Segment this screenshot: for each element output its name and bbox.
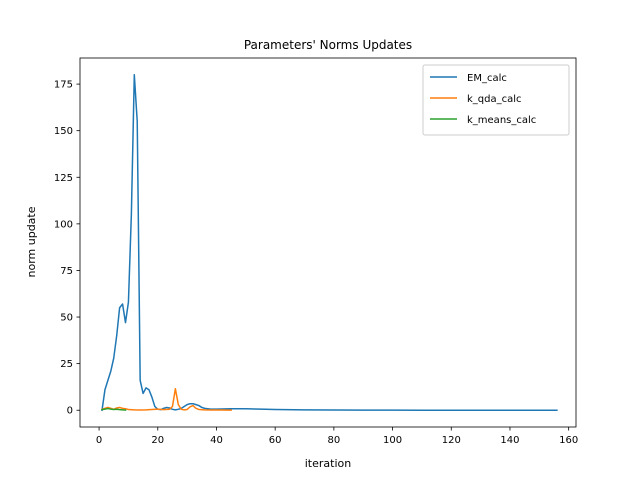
series-line-k-qda-calc xyxy=(101,388,232,411)
x-tick-label: 40 xyxy=(210,435,223,446)
legend-entry-label: k_qda_calc xyxy=(467,94,522,105)
x-tick-label: 0 xyxy=(96,435,102,446)
chart-title: Parameters' Norms Updates xyxy=(244,38,412,52)
legend-entry-label: k_means_calc xyxy=(467,115,536,126)
legend-box xyxy=(422,64,570,136)
axes-frame xyxy=(79,57,577,428)
legend-entry-label: EM_calc xyxy=(467,73,507,84)
plot-area: 0 20 40 60 80 100 120 140 160 0 25 50 75 100 125 150 175 xyxy=(54,57,578,446)
x-tick-label: 80 xyxy=(328,435,341,446)
y-tick-label: 25 xyxy=(60,359,73,370)
x-tick-label: 160 xyxy=(559,435,578,446)
y-tick-label: 50 xyxy=(60,313,73,324)
x-tick-label: 120 xyxy=(442,435,461,446)
x-tick-label: 140 xyxy=(500,435,519,446)
x-tick-label: 60 xyxy=(269,435,282,446)
series-line-em-calc xyxy=(101,74,558,412)
y-tick-label: 75 xyxy=(60,266,73,277)
series-line-k-means-calc xyxy=(101,407,127,411)
y-tick-label: 175 xyxy=(54,80,73,91)
y-tick-label: 125 xyxy=(54,173,73,184)
y-axis-label: norm update xyxy=(25,206,38,277)
y-tick-label: 100 xyxy=(54,219,73,230)
y-tick-label: 150 xyxy=(54,126,73,137)
x-tick-label: 20 xyxy=(151,435,164,446)
legend: EM_calc k_qda_calc k_means_calc xyxy=(422,64,570,136)
y-tick-label: 0 xyxy=(67,406,73,417)
x-tick-label: 100 xyxy=(383,435,402,446)
x-axis-label: iteration xyxy=(305,457,351,470)
